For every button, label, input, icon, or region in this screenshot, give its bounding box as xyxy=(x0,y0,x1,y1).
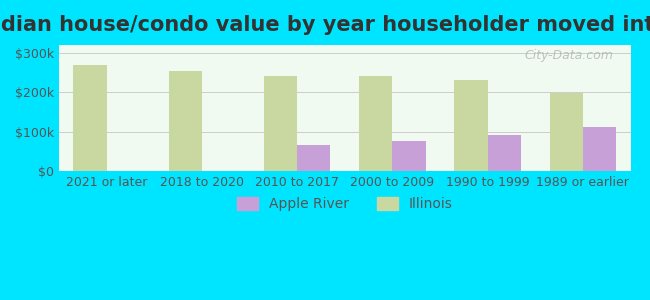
Bar xyxy=(73,65,107,171)
Bar xyxy=(297,145,330,171)
Title: Median house/condo value by year householder moved into unit: Median house/condo value by year househo… xyxy=(0,15,650,35)
Bar xyxy=(393,141,426,171)
Bar xyxy=(583,127,616,171)
Text: City-Data.com: City-Data.com xyxy=(525,49,614,62)
Bar xyxy=(488,136,521,171)
Bar xyxy=(454,80,488,171)
Bar xyxy=(549,93,583,171)
Bar xyxy=(359,76,393,171)
Bar xyxy=(264,76,297,171)
Bar xyxy=(168,71,202,171)
Legend: Apple River, Illinois: Apple River, Illinois xyxy=(231,192,458,217)
